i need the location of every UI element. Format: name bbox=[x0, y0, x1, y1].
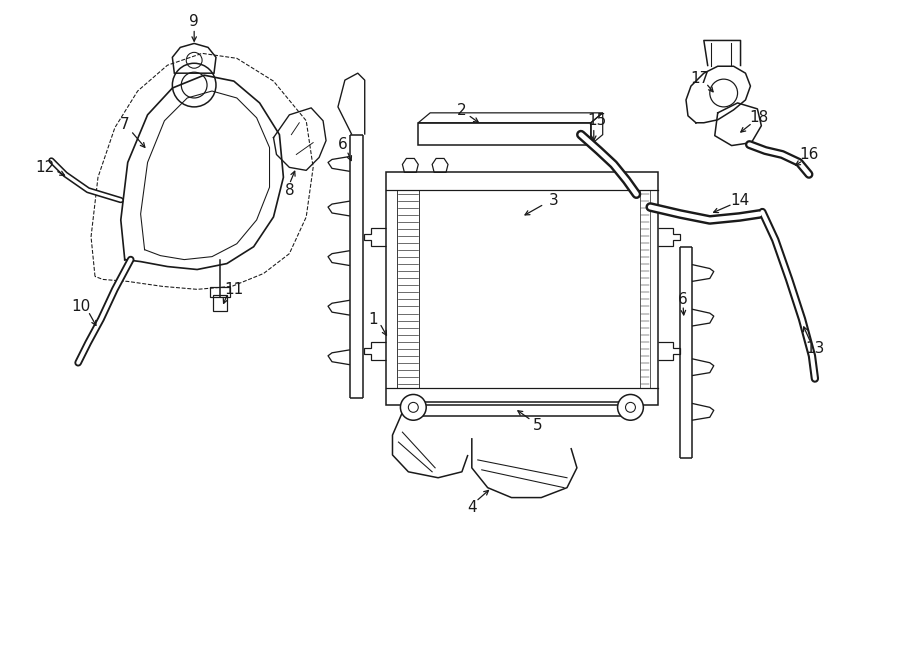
Circle shape bbox=[409, 403, 419, 412]
Text: 7: 7 bbox=[120, 117, 130, 132]
Text: 14: 14 bbox=[730, 192, 749, 208]
Bar bbox=[210, 288, 230, 297]
Circle shape bbox=[617, 395, 644, 420]
Text: 10: 10 bbox=[71, 299, 91, 314]
Text: 6: 6 bbox=[678, 292, 688, 307]
Text: 1: 1 bbox=[368, 311, 377, 327]
Text: 2: 2 bbox=[457, 103, 467, 118]
Text: 12: 12 bbox=[36, 160, 55, 175]
Text: 16: 16 bbox=[799, 147, 819, 162]
Text: 17: 17 bbox=[690, 71, 709, 86]
Bar bbox=[641, 190, 651, 387]
Bar bbox=[413, 403, 631, 416]
Bar bbox=[418, 123, 590, 145]
Text: 15: 15 bbox=[587, 113, 607, 128]
Text: 13: 13 bbox=[806, 341, 824, 356]
Bar bbox=[213, 295, 227, 311]
Circle shape bbox=[400, 395, 427, 420]
Bar bbox=[385, 173, 658, 405]
Text: 9: 9 bbox=[189, 14, 199, 29]
Bar bbox=[398, 190, 419, 387]
Text: 6: 6 bbox=[338, 137, 347, 152]
Text: 4: 4 bbox=[467, 500, 477, 515]
Text: 18: 18 bbox=[750, 110, 769, 126]
Text: 11: 11 bbox=[224, 282, 244, 297]
Text: 3: 3 bbox=[549, 192, 559, 208]
Text: 8: 8 bbox=[284, 182, 294, 198]
Circle shape bbox=[626, 403, 635, 412]
Text: 5: 5 bbox=[533, 418, 542, 433]
